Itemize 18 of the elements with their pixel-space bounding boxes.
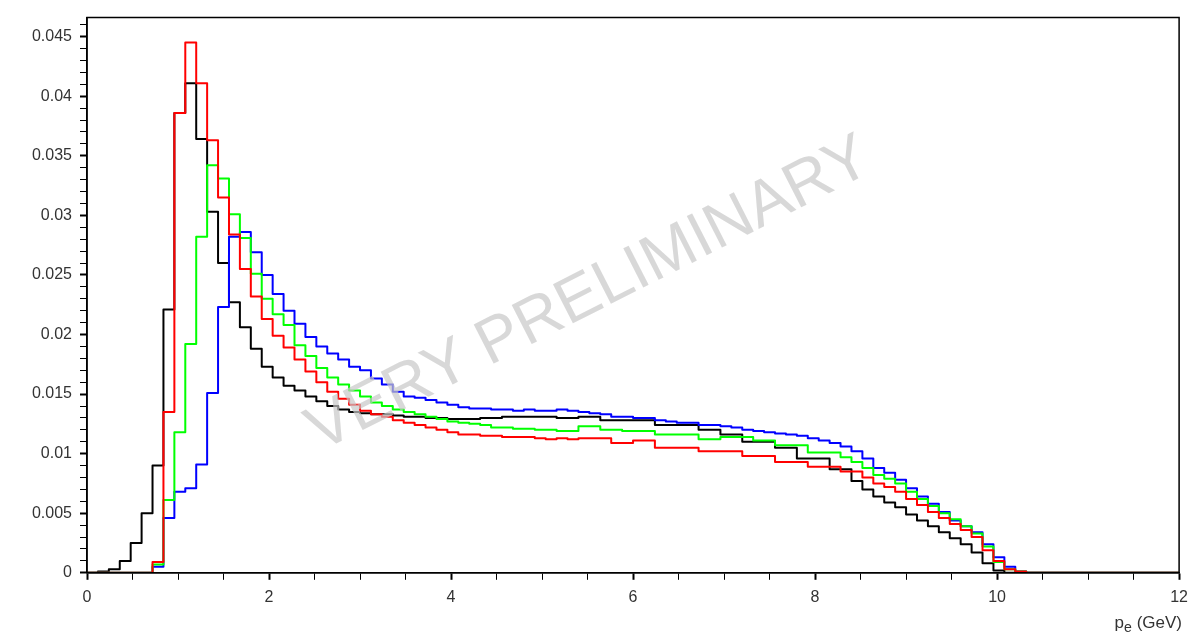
y-tick-label: 0.04 xyxy=(40,86,73,104)
y-tick-label: 0.02 xyxy=(40,324,73,342)
y-tick-label: 0 xyxy=(63,563,73,581)
x-tick-label: 6 xyxy=(628,587,638,605)
y-tick-label: 0.01 xyxy=(40,444,73,462)
x-tick-label: 8 xyxy=(810,587,820,605)
x-tick-label: 2 xyxy=(264,587,274,605)
y-tick-label: 0.015 xyxy=(31,384,73,402)
y-tick-label: 0.025 xyxy=(31,265,73,283)
x-tick-label: 12 xyxy=(1170,587,1189,605)
y-tick-label: 0.045 xyxy=(31,27,73,45)
y-tick-label: 0.03 xyxy=(40,205,73,223)
x-tick-label: 4 xyxy=(446,587,456,605)
x-tick-label: 10 xyxy=(988,587,1007,605)
y-tick-label: 0.035 xyxy=(31,146,73,164)
y-tick-label: 0.005 xyxy=(31,503,73,521)
x-axis-title: p$_{e}$ (GeV) xyxy=(1114,612,1182,635)
x-tick-label: 0 xyxy=(82,587,92,605)
